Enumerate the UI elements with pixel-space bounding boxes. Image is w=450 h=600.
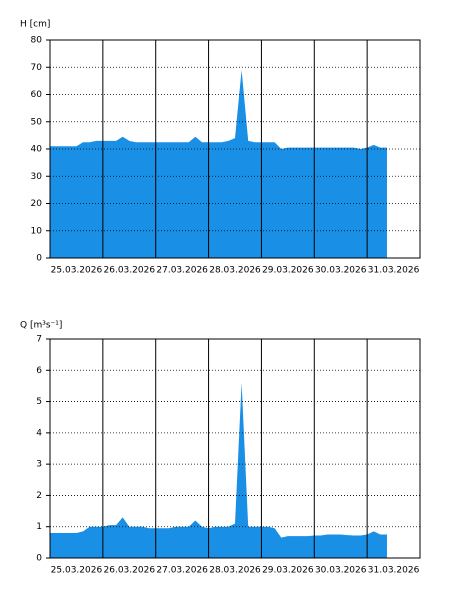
x-tick-label: 27.03.2026 xyxy=(156,566,208,576)
area xyxy=(50,382,387,558)
y-tick-label: 40 xyxy=(31,145,43,155)
y-axis-title: Q [m³s⁻¹] xyxy=(20,321,62,331)
x-tick-label: 27.03.2026 xyxy=(156,266,208,276)
area xyxy=(50,69,387,258)
y-tick-label: 60 xyxy=(31,90,43,100)
x-tick-label: 28.03.2026 xyxy=(209,566,261,576)
x-tick-label: 25.03.2026 xyxy=(51,566,103,576)
y-tick-label: 4 xyxy=(36,428,42,438)
y-tick-label: 80 xyxy=(31,36,43,46)
x-tick-label: 30.03.2026 xyxy=(315,266,367,276)
x-tick-label: 26.03.2026 xyxy=(104,566,156,576)
y-tick-label: 3 xyxy=(36,460,42,470)
x-tick-label: 28.03.2026 xyxy=(209,266,261,276)
plot-area xyxy=(50,339,420,558)
y-tick-label: 5 xyxy=(36,397,42,407)
x-tick-label: 29.03.2026 xyxy=(262,266,314,276)
x-tick-label: 25.03.2026 xyxy=(51,266,103,276)
plot-frame xyxy=(49,39,421,259)
x-tick-label: 26.03.2026 xyxy=(104,266,156,276)
y-tick-label: 1 xyxy=(36,522,42,532)
x-tick-label: 29.03.2026 xyxy=(262,566,314,576)
y-tick-label: 50 xyxy=(31,117,43,127)
y-axis-title: H [cm] xyxy=(20,20,50,30)
x-tick-label: 31.03.2026 xyxy=(368,566,420,576)
x-tick-label: 31.03.2026 xyxy=(368,266,420,276)
plot-frame xyxy=(49,338,421,559)
y-tick-label: 7 xyxy=(36,335,42,345)
y-tick-label: 2 xyxy=(36,491,42,501)
y-tick-label: 10 xyxy=(31,226,43,236)
x-tick-label: 30.03.2026 xyxy=(315,566,367,576)
y-tick-label: 30 xyxy=(31,172,43,182)
y-tick-label: 6 xyxy=(36,366,42,376)
y-tick-label: 0 xyxy=(36,554,42,564)
y-tick-label: 0 xyxy=(36,254,42,264)
y-tick-label: 20 xyxy=(31,199,43,209)
y-tick-label: 70 xyxy=(31,63,43,73)
